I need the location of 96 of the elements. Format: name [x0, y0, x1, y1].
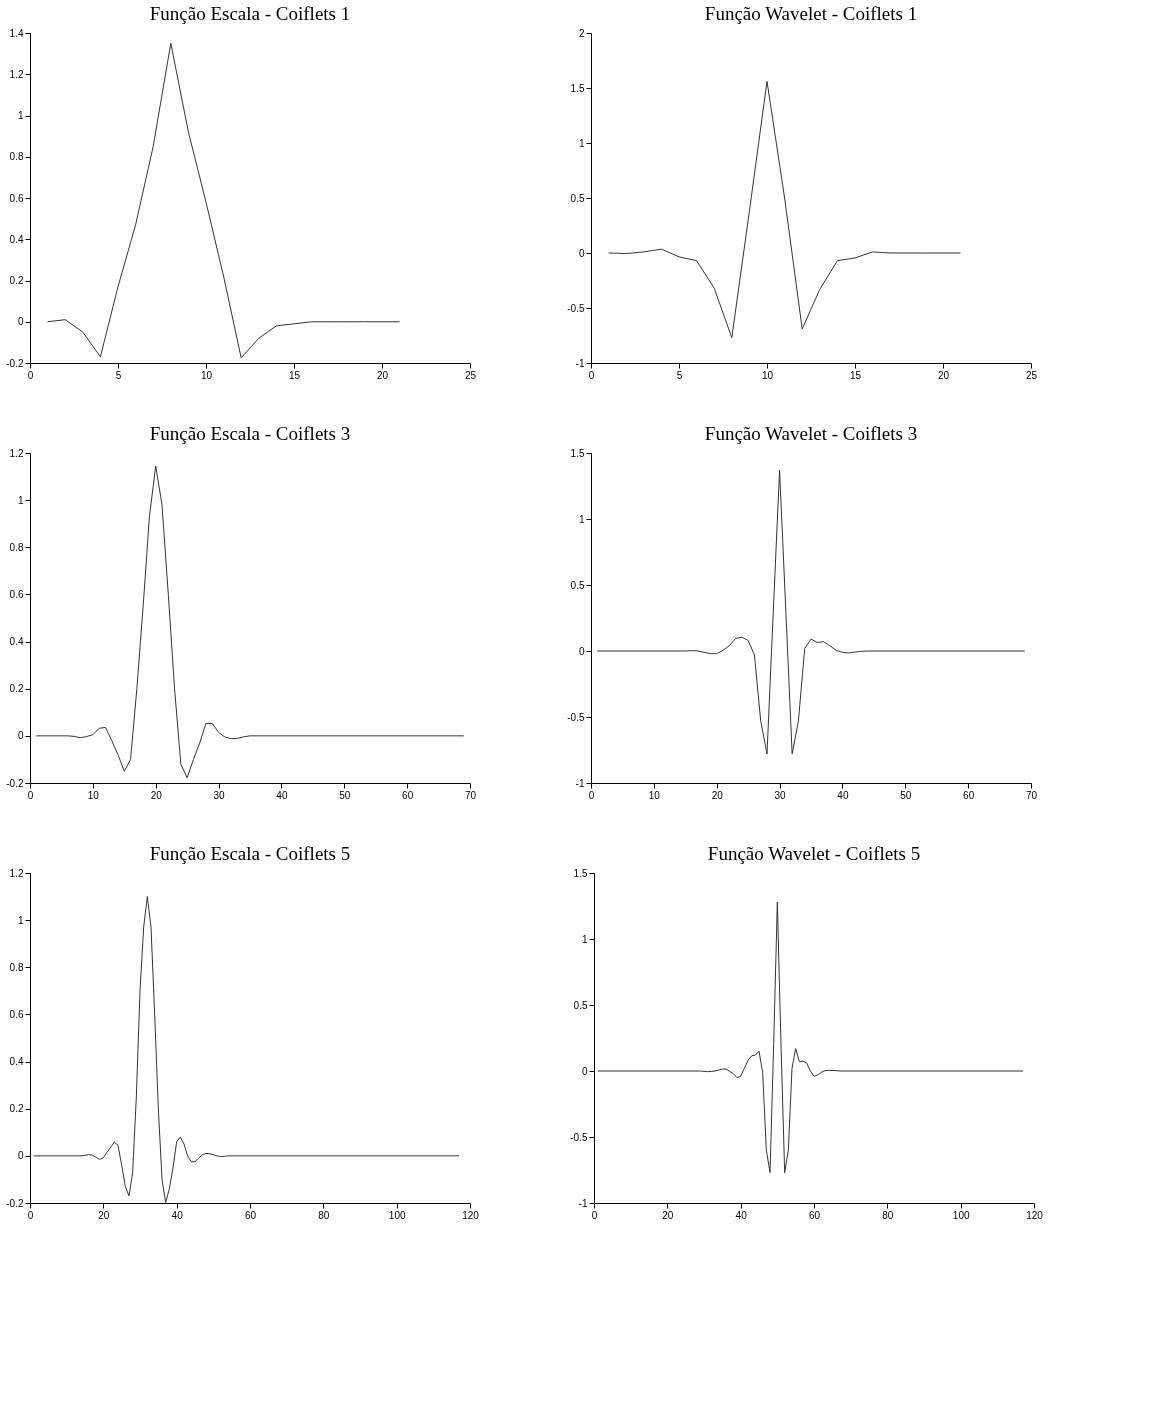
x-tick-label: 0 — [27, 1209, 34, 1221]
y-tick-label: 1.2 — [9, 68, 24, 80]
x-tick-label: 20 — [662, 1209, 674, 1221]
y-tick-label: 0 — [578, 645, 585, 657]
y-tick-label: -1 — [575, 777, 585, 789]
y-tick-label: 1 — [578, 137, 585, 149]
y-tick-label: 1 — [578, 513, 585, 525]
chart-title: Função Escala - Coiflets 5 — [149, 843, 351, 864]
x-tick-label: 40 — [837, 789, 849, 801]
x-tick-label: 20 — [98, 1209, 110, 1221]
x-tick-label: 0 — [27, 789, 34, 801]
x-tick-label: 10 — [200, 369, 213, 381]
x-tick-label: 40 — [276, 789, 288, 801]
y-tick-label: 0 — [17, 1150, 24, 1162]
y-tick-label: -0.5 — [567, 302, 585, 314]
y-tick-label: -0.5 — [570, 1131, 588, 1143]
y-tick-label: 0.5 — [573, 999, 588, 1011]
line-series — [47, 42, 401, 359]
y-tick-label: -0.2 — [6, 777, 24, 789]
x-tick-label: 5 — [115, 369, 122, 381]
y-tick-label: 0.5 — [570, 192, 585, 204]
y-tick-label: 0.6 — [9, 588, 24, 600]
y-tick-label: 0.2 — [9, 275, 24, 286]
line-series — [597, 901, 1024, 1174]
y-tick-label: 0.8 — [9, 541, 24, 553]
x-tick-label: 120 — [1026, 1209, 1044, 1221]
x-tick-label: 15 — [288, 369, 301, 381]
y-tick-label: -1 — [578, 1197, 588, 1209]
y-tick-label: 0.2 — [9, 1103, 24, 1115]
x-tick-label: 100 — [388, 1209, 406, 1221]
x-tick-label: 120 — [462, 1209, 480, 1221]
line-series — [596, 469, 1026, 755]
x-tick-label: 60 — [963, 789, 975, 801]
y-tick-label: 0 — [17, 730, 24, 742]
x-tick-label: 20 — [150, 789, 163, 801]
x-tick-label: 25 — [464, 369, 477, 381]
y-tick-label: 0.8 — [9, 961, 24, 973]
x-tick-label: 30 — [774, 789, 787, 801]
y-tick-label: 1.4 — [9, 27, 24, 39]
x-tick-label: 60 — [244, 1209, 257, 1221]
y-tick-label: 1.5 — [573, 867, 588, 879]
x-tick-label: 80 — [318, 1209, 330, 1221]
chart-title: Função Wavelet - Coiflets 1 — [704, 3, 918, 24]
y-tick-label: 1.5 — [570, 82, 585, 94]
y-tick-label: -0.2 — [6, 1197, 24, 1209]
y-tick-label: 0.2 — [9, 683, 24, 695]
x-tick-label: 30 — [213, 789, 226, 801]
y-tick-label: 1 — [17, 494, 24, 506]
chart-title: Função Escala - Coiflets 1 — [149, 3, 351, 24]
y-tick-label: 1.5 — [570, 447, 585, 459]
chart-title: Função Escala - Coiflets 3 — [149, 423, 351, 444]
y-tick-label: 0 — [581, 1065, 588, 1077]
chart-title: Função Wavelet - Coiflets 5 — [707, 843, 921, 864]
x-tick-label: 10 — [87, 789, 100, 801]
x-tick-label: 20 — [711, 789, 724, 801]
line-series — [35, 465, 465, 779]
line-series — [608, 80, 962, 339]
x-tick-label: 70 — [1025, 789, 1038, 801]
y-tick-label: 1.2 — [9, 867, 24, 879]
y-tick-label: 2 — [578, 27, 585, 39]
x-tick-label: 10 — [761, 369, 774, 381]
x-tick-label: 15 — [849, 369, 862, 381]
y-tick-label: 0.6 — [9, 192, 24, 204]
y-tick-label: 0.4 — [9, 636, 24, 648]
y-tick-label: 1 — [581, 933, 588, 945]
y-tick-label: 0.4 — [9, 1056, 24, 1068]
x-tick-label: 20 — [937, 369, 950, 381]
x-tick-label: 100 — [952, 1209, 970, 1221]
x-tick-label: 40 — [735, 1209, 748, 1221]
y-tick-label: 0.5 — [570, 579, 585, 591]
x-tick-label: 10 — [648, 789, 661, 801]
x-tick-label: 70 — [464, 789, 477, 801]
x-tick-label: 40 — [171, 1209, 184, 1221]
x-tick-label: 80 — [882, 1209, 894, 1221]
y-tick-label: 1 — [17, 110, 24, 121]
y-tick-label: 1.2 — [9, 447, 24, 459]
x-tick-label: 60 — [402, 789, 414, 801]
y-tick-label: 1 — [17, 914, 24, 926]
line-series — [33, 896, 460, 1203]
y-tick-label: -0.2 — [6, 357, 24, 369]
chart-title: Função Wavelet - Coiflets 3 — [704, 423, 918, 444]
x-tick-label: 60 — [808, 1209, 821, 1221]
x-tick-label: 0 — [27, 369, 34, 381]
y-tick-label: -1 — [575, 357, 585, 369]
x-tick-label: 50 — [900, 789, 912, 801]
y-tick-label: 0.6 — [9, 1008, 24, 1020]
y-tick-label: 0.8 — [9, 151, 24, 163]
x-tick-label: 0 — [591, 1209, 598, 1221]
y-tick-label: 0 — [578, 247, 585, 259]
y-tick-label: -0.5 — [567, 711, 585, 723]
y-tick-label: 0.4 — [9, 233, 24, 245]
x-tick-label: 20 — [376, 369, 389, 381]
x-tick-label: 5 — [676, 369, 683, 381]
x-tick-label: 25 — [1025, 369, 1038, 381]
y-tick-label: 0 — [17, 316, 24, 328]
x-tick-label: 50 — [339, 789, 351, 801]
